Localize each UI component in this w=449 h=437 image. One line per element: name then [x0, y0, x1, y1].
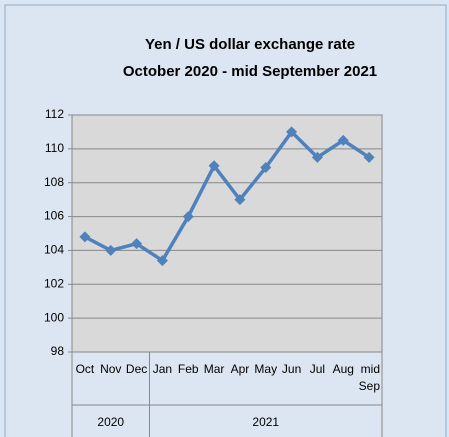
x-tick-label: Nov	[100, 362, 121, 376]
y-tick-label: 104	[44, 243, 64, 257]
x-tick-label: Jun	[282, 362, 301, 376]
x-tick-label: Apr	[231, 362, 250, 376]
y-tick-label: 98	[51, 344, 65, 358]
data-point	[311, 151, 323, 163]
group-label: 2020	[97, 415, 124, 429]
data-point	[131, 238, 143, 250]
y-tick-label: 110	[45, 141, 64, 155]
y-tick-label: 112	[45, 107, 64, 121]
data-point	[208, 160, 220, 172]
x-tick-label: Jul	[310, 362, 325, 376]
x-tick-label: Jan	[153, 362, 172, 376]
data-point	[234, 194, 246, 206]
data-point	[156, 255, 168, 267]
group-label: 2021	[252, 415, 279, 429]
x-tick-label: Feb	[178, 362, 199, 376]
data-point	[182, 211, 194, 223]
data-point	[79, 231, 91, 243]
x-tick-label: mid Sep	[359, 362, 381, 393]
chart-title: Yen / US dollar exchange rate	[145, 36, 355, 53]
x-tick-label: Mar	[204, 362, 225, 376]
plot-area	[71, 114, 383, 353]
y-tick-label: 106	[44, 209, 64, 223]
data-point	[105, 244, 117, 256]
data-point	[286, 126, 298, 138]
data-point	[363, 151, 375, 163]
data-point	[260, 161, 272, 173]
x-tick-label: Dec	[126, 362, 147, 376]
x-tick-label: Oct	[76, 362, 95, 376]
y-tick-label: 100	[44, 310, 64, 324]
x-tick-label: Aug	[333, 362, 354, 376]
data-point	[337, 134, 349, 146]
chart-subtitle: October 2020 - mid September 2021	[123, 63, 377, 80]
y-tick-label: 102	[44, 276, 64, 290]
y-tick-label: 108	[44, 175, 64, 189]
x-tick-label: May	[254, 362, 277, 376]
